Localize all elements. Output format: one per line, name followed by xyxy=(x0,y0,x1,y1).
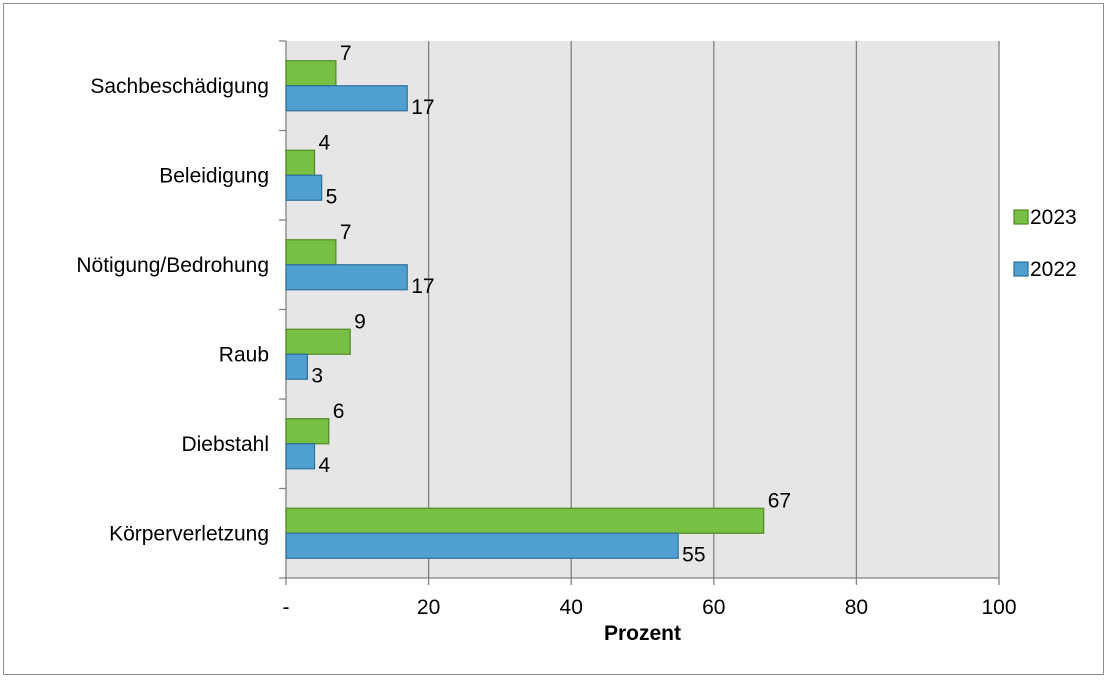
data-label-2023: 6 xyxy=(333,400,345,423)
x-tick-label: 80 xyxy=(845,596,868,619)
bar-2023[interactable] xyxy=(285,507,765,534)
bar-2022[interactable] xyxy=(285,353,308,380)
data-label-2022: 55 xyxy=(682,543,705,566)
category-label: Sachbeschädigung xyxy=(90,75,269,98)
data-label-2022: 17 xyxy=(411,275,434,298)
legend-swatch-2022 xyxy=(1013,261,1029,277)
data-label-2022: 3 xyxy=(311,364,323,387)
data-label-2022: 4 xyxy=(319,454,331,477)
category-label: Beleidigung xyxy=(159,164,269,187)
category-label: Raub xyxy=(219,343,269,366)
data-label-2023: 7 xyxy=(340,221,352,244)
x-tick-label: 100 xyxy=(981,596,1016,619)
chart-frame: - 20 40 60 80 100 Prozent Sachbeschädigung 7 17 Be… xyxy=(3,3,1104,675)
x-tick-label: 40 xyxy=(560,596,583,619)
category-label: Nötigung/Bedrohung xyxy=(76,254,269,277)
bar-2023[interactable] xyxy=(285,328,351,355)
legend-swatch-2023 xyxy=(1013,209,1029,225)
data-label-2023: 67 xyxy=(768,489,791,512)
data-label-2023: 9 xyxy=(354,310,366,333)
bar-2023[interactable] xyxy=(285,149,316,176)
legend-label-2022: 2022 xyxy=(1030,258,1077,281)
data-label-2023: 7 xyxy=(340,42,352,65)
bar-chart: - 20 40 60 80 100 Prozent Sachbeschädigung 7 17 Be… xyxy=(76,40,1077,645)
data-label-2022: 17 xyxy=(411,96,434,119)
bar-2022[interactable] xyxy=(285,443,316,470)
data-label-2023: 4 xyxy=(319,131,331,154)
x-tick-label: 20 xyxy=(417,596,440,619)
x-tick-label: - xyxy=(283,596,290,619)
category-label: Körperverletzung xyxy=(109,522,269,545)
bar-2023[interactable] xyxy=(285,418,330,445)
bar-2023[interactable] xyxy=(285,239,337,266)
data-label-2022: 5 xyxy=(326,185,338,208)
bar-2022[interactable] xyxy=(285,85,408,112)
legend-label-2023: 2023 xyxy=(1030,206,1077,229)
category-label: Diebstahl xyxy=(181,433,269,456)
bar-2022[interactable] xyxy=(285,264,408,291)
bar-2022[interactable] xyxy=(285,532,679,559)
bar-2022[interactable] xyxy=(285,174,323,201)
x-axis-title: Prozent xyxy=(604,622,681,645)
plot-area xyxy=(286,41,999,578)
bar-2023[interactable] xyxy=(285,60,337,87)
x-tick-label: 60 xyxy=(702,596,725,619)
